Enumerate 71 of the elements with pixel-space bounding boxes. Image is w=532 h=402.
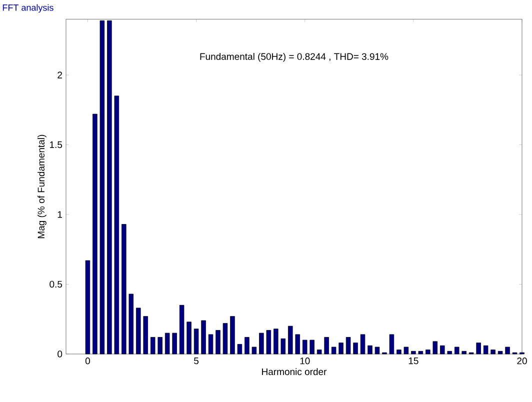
bar <box>244 337 250 354</box>
bar <box>302 340 308 354</box>
bar <box>331 346 336 354</box>
text: Fundamental (50Hz) = 0.8244 , THD= 3.91% <box>200 52 388 62</box>
bar <box>310 340 314 354</box>
bar <box>483 345 488 354</box>
bar <box>216 330 220 354</box>
x-tick-label: 15 <box>408 358 418 364</box>
bar <box>374 346 380 354</box>
bar <box>150 337 156 354</box>
y-tick-label: 1.5 <box>50 141 62 148</box>
bar <box>237 344 242 354</box>
bar <box>440 345 445 354</box>
bar <box>498 351 503 354</box>
bar <box>396 350 402 354</box>
x-tick-label: 5 <box>194 358 199 364</box>
bar <box>389 334 394 354</box>
bar <box>418 351 424 354</box>
bar <box>136 308 141 354</box>
bar <box>274 328 278 354</box>
bar <box>411 351 416 354</box>
bar <box>288 326 293 354</box>
bar <box>259 332 264 354</box>
chart-title: FFT analysis <box>2 4 54 13</box>
bar <box>122 224 126 354</box>
x-axis-title: Harmonic order <box>262 368 327 376</box>
bar <box>143 316 148 354</box>
bar <box>353 342 358 354</box>
bar <box>462 351 466 354</box>
bar <box>107 20 112 354</box>
bar <box>280 338 286 354</box>
bar <box>360 334 366 354</box>
bar <box>252 346 257 354</box>
bar <box>100 20 105 354</box>
x-tick-label: 20 <box>517 358 527 364</box>
bar <box>447 351 452 354</box>
bar <box>490 350 496 354</box>
bar <box>230 316 235 354</box>
bar <box>92 114 98 354</box>
y-tick-label: 0.5 <box>50 280 62 288</box>
bar <box>454 346 460 354</box>
x-tick-label: 10 <box>300 358 310 364</box>
y-axis-title: Mag (% of Fundamental) <box>38 134 46 238</box>
bar <box>505 346 510 354</box>
bar <box>179 304 184 354</box>
bar <box>324 337 329 354</box>
bar <box>346 337 351 354</box>
bar <box>208 334 214 354</box>
bar <box>172 332 177 354</box>
bar <box>316 350 322 354</box>
bar <box>432 341 438 354</box>
bar <box>158 337 162 354</box>
bar <box>164 332 170 354</box>
bar <box>186 322 192 354</box>
bar <box>368 345 372 354</box>
bar <box>114 96 120 354</box>
bar <box>338 342 344 354</box>
y-tick-label: 0 <box>58 350 62 358</box>
y-tick-label: 2 <box>58 72 62 78</box>
bar <box>194 328 199 354</box>
bar <box>201 320 206 354</box>
bar <box>404 346 409 354</box>
bar <box>476 342 481 354</box>
x-tick-label: 0 <box>85 358 90 364</box>
bar <box>295 334 300 354</box>
bar <box>426 350 430 354</box>
y-tick-label: 1 <box>58 211 62 218</box>
bar <box>85 260 90 354</box>
bar <box>222 323 228 354</box>
bar <box>128 294 134 354</box>
bar <box>266 330 272 354</box>
